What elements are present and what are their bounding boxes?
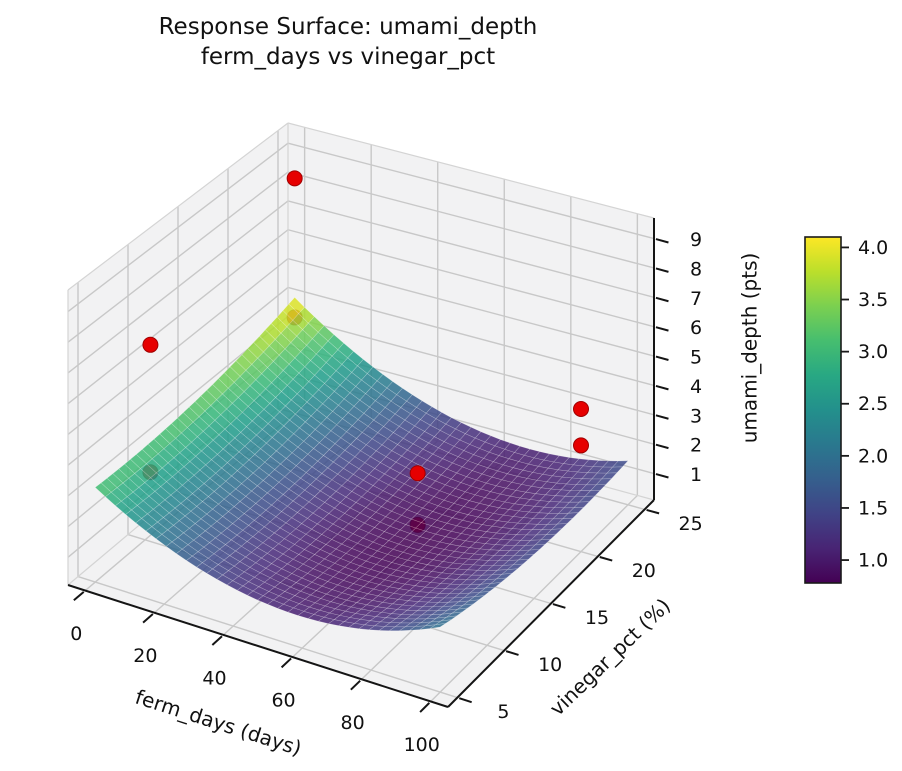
grid-line: [67, 171, 289, 343]
grid-line: [287, 229, 655, 328]
grid-line: [287, 200, 655, 298]
tick-mark: [655, 355, 669, 361]
tick-mark: [655, 326, 669, 332]
grid-line: [67, 286, 289, 466]
scatter-point: [409, 465, 426, 482]
z-tick-label: 6: [690, 317, 702, 339]
grid-line: [67, 200, 289, 374]
z-tick-label: 3: [690, 405, 702, 427]
tick-mark: [655, 267, 669, 273]
x-tick-label: 0: [70, 623, 82, 645]
pane-edge: [287, 122, 655, 219]
tick-mark: [655, 384, 669, 391]
axis-spine: [447, 499, 655, 708]
scatter-points: [142, 170, 590, 482]
tick-mark: [280, 657, 292, 669]
colorbar-gradient: [804, 236, 842, 584]
z-tick-label: 2: [690, 435, 702, 457]
tick-mark: [646, 508, 660, 515]
colorbar-tick-label: 4.0: [858, 237, 888, 259]
x-tick-label: 100: [404, 734, 440, 756]
z-tick-label: 9: [690, 229, 702, 251]
y-tick-label: 5: [497, 701, 509, 723]
scatter-point: [286, 170, 303, 187]
x-tick-label: 60: [271, 690, 295, 712]
tick-mark: [655, 238, 669, 244]
z-tick-label: 8: [690, 258, 702, 280]
grid-line: [287, 315, 655, 416]
scatter-point: [573, 400, 590, 417]
z-axis: 1 2 3 4 5 6 7 8 9 umami_depth (pts): [653, 218, 762, 500]
tick-mark: [599, 556, 613, 562]
tick-mark: [552, 603, 566, 609]
tick-mark: [655, 443, 669, 450]
x-tick-label: 80: [341, 712, 365, 734]
chart-title: Response Surface: umami_depth ferm_days …: [0, 12, 696, 72]
z-tick-label: 4: [690, 376, 702, 398]
y-tick-label: 25: [679, 513, 703, 535]
pane-edge: [67, 122, 289, 291]
z-tick-label: 1: [690, 464, 702, 486]
chart-title-line1: Response Surface: umami_depth: [158, 14, 538, 40]
tick-mark: [350, 679, 361, 691]
tick-mark: [458, 697, 472, 704]
colorbar-tick-label: 2.5: [858, 393, 888, 415]
tick-mark: [211, 635, 223, 646]
colorbar: 1.0 1.5 2.0 2.5 3.0 3.5 4.0: [804, 236, 888, 584]
grid-line: [287, 286, 655, 387]
grid-line: [430, 494, 638, 702]
tick-mark: [655, 296, 669, 303]
colorbar-tick-label: 3.0: [858, 341, 888, 363]
grid-line: [67, 229, 289, 405]
z-tick-label: 5: [690, 347, 702, 369]
grid-line: [287, 257, 655, 357]
x-tick-label: 20: [133, 645, 157, 667]
tick-mark: [505, 650, 519, 656]
tick-mark: [142, 613, 154, 624]
y-tick-label: 15: [585, 607, 609, 629]
tick-mark: [655, 473, 669, 479]
chart-title-line2: ferm_days vs vinegar_pct: [200, 44, 496, 70]
z-tick-label: 7: [690, 288, 702, 310]
x-tick-label: 40: [202, 667, 226, 689]
colorbar-tick-label: 1.0: [858, 550, 888, 572]
y-tick-label: 20: [632, 560, 656, 582]
y-tick-label: 10: [538, 654, 562, 676]
grid-line: [67, 142, 289, 313]
colorbar-tick-label: 2.0: [858, 445, 888, 467]
tick-mark: [419, 702, 431, 713]
scatter-point: [573, 437, 590, 454]
tick-mark: [655, 414, 669, 420]
colorbar-tick-label: 3.5: [858, 289, 888, 311]
scatter-point: [142, 336, 159, 353]
y-axis-label: vinegar_pct (%): [545, 593, 675, 720]
grid-line: [67, 258, 289, 435]
axis-spine: [67, 584, 449, 708]
tick-mark: [73, 591, 85, 602]
colorbar-tick-label: 1.5: [858, 497, 888, 519]
grid-line: [287, 171, 655, 269]
grid-line: [287, 142, 655, 240]
grid-line: [77, 575, 458, 699]
z-axis-label: umami_depth (pts): [738, 253, 762, 444]
surface-mesh: [94, 296, 629, 632]
